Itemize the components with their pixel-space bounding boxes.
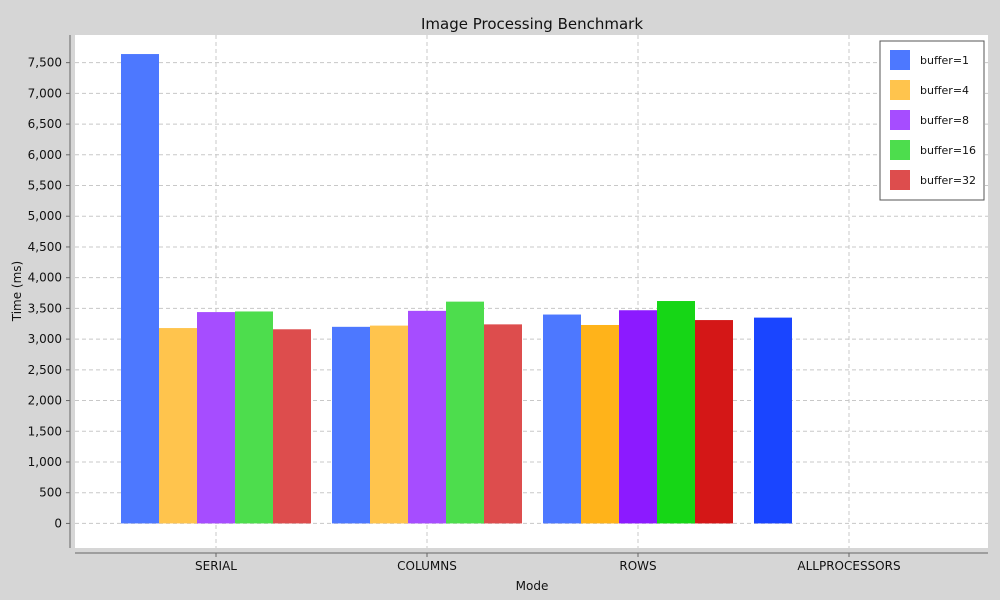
y-tick-label: 500 (39, 486, 62, 500)
y-tick-label: 7,500 (28, 56, 62, 70)
x-category-label: SERIAL (195, 559, 237, 573)
bar (273, 329, 311, 524)
legend-label: buffer=8 (920, 114, 969, 127)
legend: buffer=1 buffer=4 buffer=8 buffer=16 buffer=… (879, 40, 985, 201)
bar (121, 54, 159, 524)
y-tick-label: 2,500 (28, 363, 62, 377)
bar (370, 325, 408, 524)
legend-swatch (890, 80, 910, 100)
legend-swatch (890, 50, 910, 70)
y-tick-label: 2,000 (28, 394, 62, 408)
legend-label: buffer=16 (920, 144, 976, 157)
bar (159, 328, 197, 524)
bars (121, 54, 792, 524)
bar (581, 324, 619, 524)
bar (754, 317, 792, 524)
y-tick-label: 4,000 (28, 271, 62, 285)
x-axis-title: Mode (516, 579, 549, 593)
y-tick-label: 3,000 (28, 332, 62, 346)
y-tick-label: 5,000 (28, 209, 62, 223)
y-tick-label: 6,000 (28, 148, 62, 162)
bar (484, 324, 522, 524)
legend-label: buffer=1 (920, 54, 969, 67)
legend-swatch (890, 110, 910, 130)
y-axis-title: Time (ms) (10, 261, 24, 323)
y-tick-label: 4,500 (28, 240, 62, 254)
bar (332, 326, 370, 524)
bar (695, 320, 733, 524)
y-tick-label: 1,000 (28, 455, 62, 469)
x-category-label: ROWS (619, 559, 656, 573)
y-tick-label: 7,000 (28, 86, 62, 100)
y-tick-label: 5,500 (28, 179, 62, 193)
bar (446, 301, 484, 524)
bar (197, 312, 235, 524)
legend-label: buffer=4 (920, 84, 969, 97)
y-tick-label: 3,500 (28, 301, 62, 315)
y-axis-ticks: 0 500 1,000 1,500 2,000 2,500 3,000 3,500 4,000 4… (28, 56, 70, 530)
chart-title: Image Processing Benchmark (421, 15, 643, 33)
bar (408, 310, 446, 524)
y-tick-label: 6,500 (28, 117, 62, 131)
legend-label: buffer=32 (920, 174, 976, 187)
y-tick-label: 1,500 (28, 424, 62, 438)
x-axis-categories: SERIAL COLUMNS ROWS ALLPROCESSORS (195, 553, 901, 573)
bar (235, 311, 273, 524)
legend-swatch (890, 170, 910, 190)
bar (543, 314, 581, 524)
bar (619, 310, 657, 524)
bar (657, 301, 695, 524)
x-category-label: ALLPROCESSORS (797, 559, 900, 573)
y-tick-label: 0 (54, 516, 62, 530)
legend-swatch (890, 140, 910, 160)
x-category-label: COLUMNS (397, 559, 457, 573)
